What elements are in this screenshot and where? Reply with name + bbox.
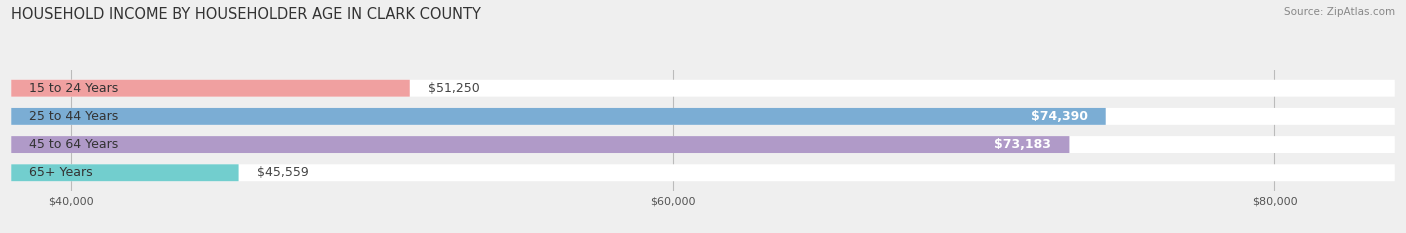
FancyBboxPatch shape: [11, 164, 239, 181]
FancyBboxPatch shape: [11, 108, 1105, 125]
Text: $74,390: $74,390: [1031, 110, 1088, 123]
FancyBboxPatch shape: [11, 80, 409, 97]
Text: 25 to 44 Years: 25 to 44 Years: [30, 110, 118, 123]
Text: 65+ Years: 65+ Years: [30, 166, 93, 179]
Text: HOUSEHOLD INCOME BY HOUSEHOLDER AGE IN CLARK COUNTY: HOUSEHOLD INCOME BY HOUSEHOLDER AGE IN C…: [11, 7, 481, 22]
FancyBboxPatch shape: [11, 136, 1395, 153]
FancyBboxPatch shape: [11, 108, 1395, 125]
FancyBboxPatch shape: [11, 164, 1395, 181]
Text: 45 to 64 Years: 45 to 64 Years: [30, 138, 118, 151]
Text: $73,183: $73,183: [994, 138, 1052, 151]
Text: 15 to 24 Years: 15 to 24 Years: [30, 82, 118, 95]
Text: $51,250: $51,250: [427, 82, 479, 95]
FancyBboxPatch shape: [11, 136, 1070, 153]
Text: Source: ZipAtlas.com: Source: ZipAtlas.com: [1284, 7, 1395, 17]
Text: $45,559: $45,559: [257, 166, 308, 179]
FancyBboxPatch shape: [11, 80, 1395, 97]
